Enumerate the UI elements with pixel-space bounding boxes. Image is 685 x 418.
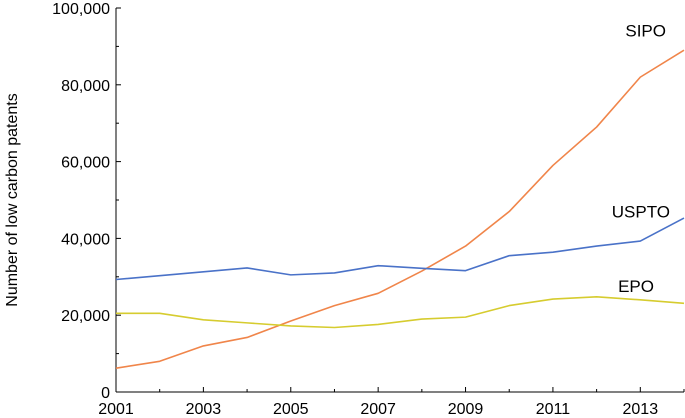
y-tick-label: 60,000 (61, 155, 110, 172)
y-axis: 0 20,000 40,000 60,000 80,000 100,000 (52, 1, 121, 402)
series-label-epo: EPO (618, 277, 654, 296)
series-labels: SIPO USPTO EPO (612, 21, 670, 295)
x-tick-label: 2011 (536, 401, 571, 418)
series-line-epo (116, 295, 685, 329)
x-tick-label: 2013 (623, 401, 659, 418)
x-tick-label: 2003 (186, 401, 222, 418)
y-tick-label: 0 (101, 385, 110, 402)
series-lines (115, 49, 685, 369)
y-tick-label: 100,000 (52, 1, 110, 18)
x-axis: 2001 2003 2005 2007 2009 2011 2013 (98, 387, 685, 418)
y-tick-label: 80,000 (61, 78, 110, 95)
series-line-uspto (115, 217, 685, 281)
series-label-uspto: USPTO (612, 203, 670, 222)
x-tick-label: 2005 (273, 401, 309, 418)
y-axis-title: Number of low carbon patents (4, 93, 21, 306)
x-tick-label: 2009 (448, 401, 484, 418)
series-line-sipo (115, 49, 685, 369)
series-label-sipo: SIPO (625, 21, 666, 40)
y-tick-label: 40,000 (61, 231, 110, 248)
x-tick-label: 2007 (360, 401, 396, 418)
y-tick-label: 20,000 (61, 308, 110, 325)
x-tick-label: 2001 (98, 401, 134, 418)
